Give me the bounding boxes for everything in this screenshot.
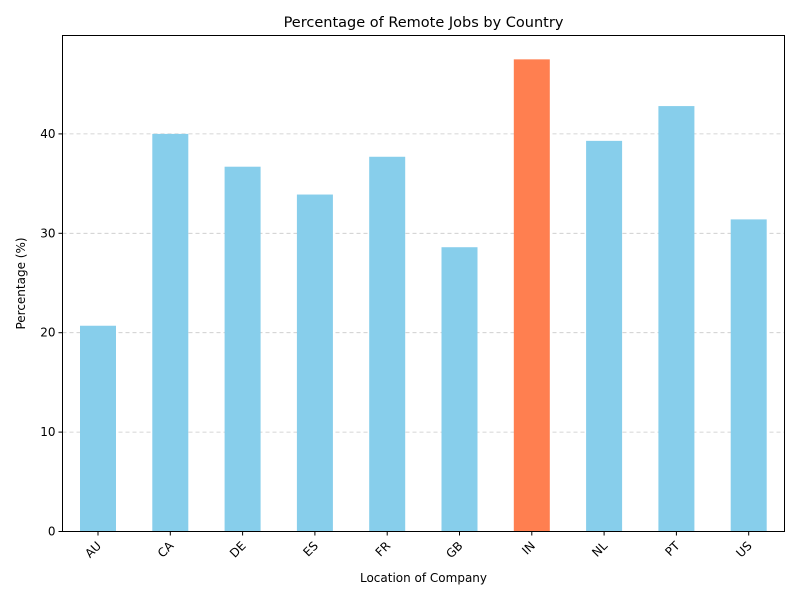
x-tick-label-au: AU bbox=[82, 539, 104, 561]
x-tick-label-pt: PT bbox=[662, 538, 683, 559]
bar-gb bbox=[441, 247, 478, 532]
y-tick-label: 30 bbox=[40, 226, 55, 240]
plot-frame bbox=[62, 35, 785, 532]
y-axis-label: Percentage (%) bbox=[14, 237, 28, 329]
chart-title: Percentage of Remote Jobs by Country bbox=[284, 15, 564, 31]
bar-in bbox=[513, 59, 550, 532]
y-tick-label: 10 bbox=[40, 425, 55, 439]
bar-nl bbox=[586, 140, 623, 532]
bar-es bbox=[296, 194, 333, 532]
bar-de bbox=[224, 166, 261, 532]
x-tick-label-es: ES bbox=[300, 539, 321, 560]
bar-us bbox=[730, 219, 767, 532]
x-tick-label-gb: GB bbox=[443, 539, 465, 561]
bar-au bbox=[80, 325, 116, 532]
bar-pt bbox=[658, 106, 695, 532]
x-axis-ticks: AU CA DE ES FR GB IN NL PT US bbox=[82, 531, 755, 561]
y-tick-label: 40 bbox=[40, 127, 55, 141]
y-tick-label: 0 bbox=[48, 525, 56, 539]
x-tick-label-in: IN bbox=[519, 539, 538, 558]
x-tick-label-fr: FR bbox=[373, 539, 394, 560]
bars bbox=[80, 59, 767, 532]
x-tick-label-nl: NL bbox=[589, 539, 610, 560]
bar-ca bbox=[152, 133, 189, 532]
x-tick-label-us: US bbox=[733, 539, 755, 561]
y-axis-ticks: 0 10 20 30 40 bbox=[40, 127, 63, 539]
x-tick-label-de: DE bbox=[227, 539, 249, 561]
x-tick-label-ca: CA bbox=[155, 538, 177, 560]
bar-fr bbox=[369, 156, 406, 532]
y-tick-label: 20 bbox=[40, 326, 55, 340]
x-axis-label: Location of Company bbox=[360, 571, 487, 585]
